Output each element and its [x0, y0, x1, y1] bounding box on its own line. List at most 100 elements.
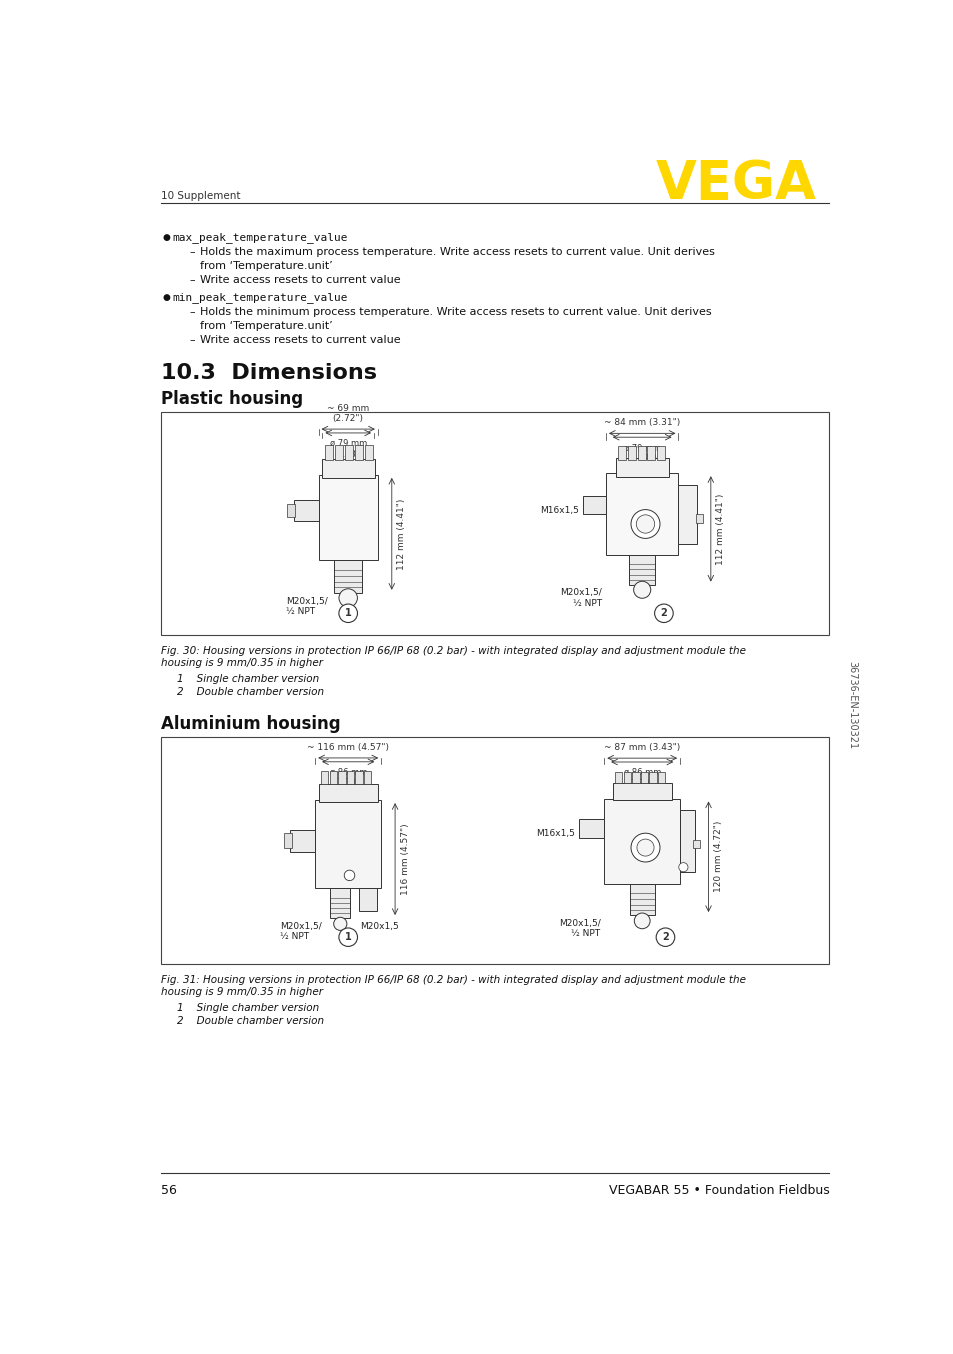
Bar	[334, 561, 361, 593]
Bar	[318, 784, 377, 802]
Bar	[325, 445, 333, 460]
Text: M16x1,5: M16x1,5	[539, 506, 578, 515]
Text: 2: 2	[659, 608, 666, 619]
Bar	[161, 412, 828, 635]
Bar	[347, 770, 354, 784]
Text: Fig. 30: Housing versions in protection IP 66/IP 68 (0.2 bar) - with integrated : Fig. 30: Housing versions in protection …	[161, 646, 745, 657]
Circle shape	[344, 871, 355, 880]
Text: ~ 87 mm (3.43"): ~ 87 mm (3.43")	[603, 743, 679, 751]
Circle shape	[636, 515, 654, 533]
Text: 2    Double chamber version: 2 Double chamber version	[176, 686, 323, 697]
Circle shape	[634, 913, 649, 929]
Bar	[603, 799, 679, 884]
Text: 1: 1	[344, 932, 352, 942]
Text: ø 79 mm
(3.31"): ø 79 mm (3.31")	[623, 443, 660, 463]
Text: ~ 84 mm (3.31"): ~ 84 mm (3.31")	[603, 418, 679, 427]
Text: housing is 9 mm/0.35 in higher: housing is 9 mm/0.35 in higher	[161, 987, 323, 997]
Text: –: –	[189, 307, 194, 317]
Bar	[605, 474, 678, 555]
Text: Holds the maximum process temperature. Write access resets to current value. Uni: Holds the maximum process temperature. W…	[199, 248, 714, 257]
Bar	[161, 737, 828, 964]
Text: 112 mm (4.41"): 112 mm (4.41")	[396, 498, 406, 570]
Text: M16x1,5: M16x1,5	[536, 829, 575, 838]
Circle shape	[678, 862, 687, 872]
Text: Aluminium housing: Aluminium housing	[161, 715, 340, 734]
Circle shape	[630, 509, 659, 539]
Bar	[314, 800, 381, 888]
Circle shape	[633, 581, 650, 598]
Bar	[364, 770, 371, 784]
Text: ø 79 mm
(3.03"): ø 79 mm (3.03")	[329, 439, 367, 459]
Bar	[330, 888, 350, 918]
Text: M20x1,5/
½ NPT: M20x1,5/ ½ NPT	[280, 922, 322, 941]
Text: VEGABAR 55 • Foundation Fieldbus: VEGABAR 55 • Foundation Fieldbus	[608, 1183, 828, 1197]
Bar	[656, 447, 664, 459]
Bar	[632, 772, 639, 784]
Text: 116 mm (4.57"): 116 mm (4.57")	[400, 823, 409, 895]
Bar	[338, 770, 345, 784]
Circle shape	[338, 604, 357, 623]
Text: Holds the minimum process temperature. Write access resets to current value. Uni: Holds the minimum process temperature. W…	[199, 307, 711, 317]
Text: Write access resets to current value: Write access resets to current value	[199, 334, 400, 345]
Bar	[695, 513, 702, 523]
Text: 2    Double chamber version: 2 Double chamber version	[176, 1016, 323, 1025]
Text: Plastic housing: Plastic housing	[161, 390, 303, 409]
Bar	[616, 458, 668, 477]
Circle shape	[630, 833, 659, 862]
Text: ~ 69 mm
(2.72"): ~ 69 mm (2.72")	[327, 403, 369, 422]
Bar	[335, 445, 342, 460]
Text: ø 86 mm
(3.39"): ø 86 mm (3.39")	[623, 768, 660, 788]
Bar	[618, 447, 626, 459]
Text: 1: 1	[344, 608, 352, 619]
Text: VEGA: VEGA	[655, 158, 816, 210]
Bar	[287, 504, 294, 517]
Text: housing is 9 mm/0.35 in higher: housing is 9 mm/0.35 in higher	[161, 658, 323, 669]
Text: M20x1,5: M20x1,5	[360, 922, 398, 930]
Text: 1    Single chamber version: 1 Single chamber version	[176, 1002, 318, 1013]
Text: from ‘Temperature.unit’: from ‘Temperature.unit’	[199, 261, 333, 271]
Bar	[578, 819, 603, 838]
Bar	[582, 496, 605, 515]
Bar	[321, 459, 375, 478]
Text: 2: 2	[661, 932, 668, 942]
Bar	[330, 770, 336, 784]
Text: ø 86 mm
(3.39"): ø 86 mm (3.39")	[329, 768, 367, 787]
Text: from ‘Temperature.unit’: from ‘Temperature.unit’	[199, 321, 333, 332]
Text: 112 mm (4.41"): 112 mm (4.41")	[716, 493, 724, 565]
Bar	[649, 772, 656, 784]
Circle shape	[334, 917, 347, 930]
Bar	[627, 447, 636, 459]
Bar	[637, 447, 645, 459]
Bar	[355, 445, 362, 460]
Bar	[283, 833, 292, 848]
Bar	[364, 445, 373, 460]
Bar	[628, 555, 655, 585]
Text: min_peak_temperature_value: min_peak_temperature_value	[172, 292, 347, 303]
Bar	[355, 770, 362, 784]
Bar	[640, 772, 647, 784]
Text: 120 mm (4.72"): 120 mm (4.72")	[713, 821, 722, 892]
Bar	[623, 772, 630, 784]
Circle shape	[656, 927, 674, 946]
Bar	[612, 784, 671, 800]
Bar	[321, 770, 328, 784]
Circle shape	[338, 927, 357, 946]
Bar	[615, 772, 621, 784]
Circle shape	[654, 604, 673, 623]
Text: ~ 116 mm (4.57"): ~ 116 mm (4.57")	[307, 743, 389, 751]
Circle shape	[637, 839, 654, 856]
Text: Fig. 31: Housing versions in protection IP 66/IP 68 (0.2 bar) - with integrated : Fig. 31: Housing versions in protection …	[161, 975, 745, 984]
Text: max_peak_temperature_value: max_peak_temperature_value	[172, 232, 347, 242]
Text: 10.3  Dimensions: 10.3 Dimensions	[161, 363, 376, 383]
Text: Write access resets to current value: Write access resets to current value	[199, 275, 400, 284]
Bar	[629, 884, 654, 915]
Text: ●: ●	[162, 292, 171, 302]
Text: 1    Single chamber version: 1 Single chamber version	[176, 674, 318, 684]
Bar	[290, 830, 314, 852]
Bar	[658, 772, 664, 784]
Bar	[693, 839, 700, 848]
Bar	[358, 888, 376, 911]
Text: M20x1,5/
½ NPT: M20x1,5/ ½ NPT	[286, 597, 328, 616]
Bar	[318, 475, 377, 561]
Bar	[294, 501, 318, 521]
